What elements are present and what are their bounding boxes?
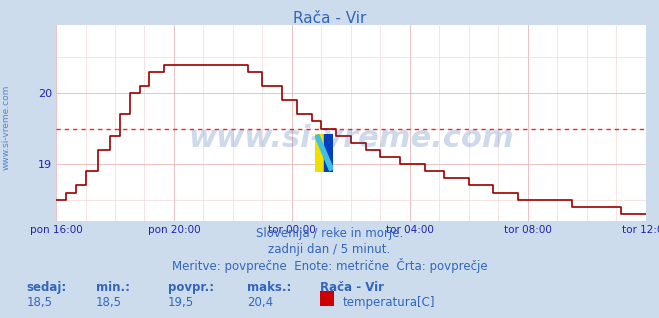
Text: www.si-vreme.com: www.si-vreme.com: [2, 85, 11, 170]
Text: 18,5: 18,5: [96, 296, 121, 309]
Text: 19,5: 19,5: [168, 296, 194, 309]
Bar: [324, 134, 333, 172]
Text: Slovenija / reke in morje.: Slovenija / reke in morje.: [256, 227, 403, 240]
Text: Rača - Vir: Rača - Vir: [320, 281, 384, 294]
Text: maks.:: maks.:: [247, 281, 291, 294]
Text: min.:: min.:: [96, 281, 130, 294]
Text: Rača - Vir: Rača - Vir: [293, 11, 366, 26]
Text: sedaj:: sedaj:: [26, 281, 67, 294]
Text: povpr.:: povpr.:: [168, 281, 214, 294]
Text: www.si-vreme.com: www.si-vreme.com: [188, 124, 514, 153]
Bar: [315, 134, 324, 172]
Text: Meritve: povprečne  Enote: metrične  Črta: povprečje: Meritve: povprečne Enote: metrične Črta:…: [172, 258, 487, 273]
Text: 20,4: 20,4: [247, 296, 273, 309]
Text: zadnji dan / 5 minut.: zadnji dan / 5 minut.: [268, 243, 391, 256]
Text: 18,5: 18,5: [26, 296, 52, 309]
Text: temperatura[C]: temperatura[C]: [343, 296, 435, 309]
